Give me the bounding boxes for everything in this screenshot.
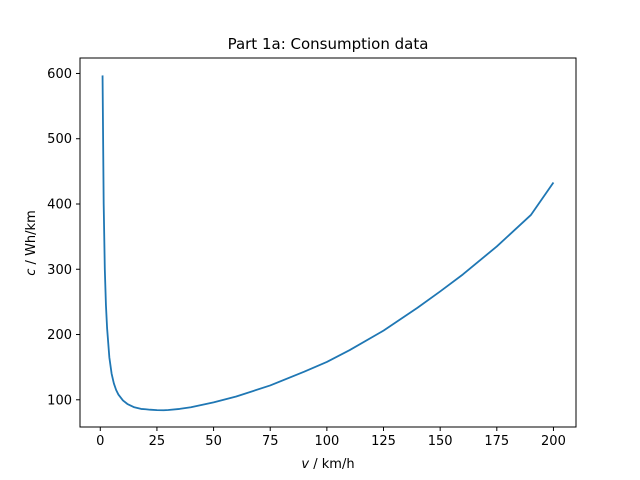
x-axis-ticks: 0 25 50 75 100 125 150 175 200 <box>96 427 566 449</box>
x-axis-variable: v <box>301 457 309 472</box>
y-axis-variable: c <box>24 269 39 276</box>
x-axis-label: v / km/h <box>301 457 354 472</box>
x-tick-label: 200 <box>541 434 566 449</box>
plot-area <box>79 57 577 428</box>
x-tick-label: 175 <box>484 434 509 449</box>
y-axis-label: c / Wh/km <box>24 210 39 275</box>
y-tick-label: 300 <box>47 263 72 278</box>
chart-title: Part 1a: Consumption data <box>228 35 429 53</box>
x-tick-label: 0 <box>96 434 104 449</box>
x-tick-label: 100 <box>314 434 339 449</box>
x-axis-unit: / km/h <box>309 457 354 472</box>
y-tick-label: 100 <box>47 393 72 408</box>
y-tick-label: 200 <box>47 328 72 343</box>
x-tick-label: 150 <box>428 434 453 449</box>
y-axis-ticks: 100 200 300 400 500 600 <box>47 67 80 408</box>
consumption-line <box>101 75 555 412</box>
x-tick-label: 125 <box>371 434 396 449</box>
series-layer <box>101 75 555 412</box>
x-tick-label: 75 <box>262 434 279 449</box>
y-tick-label: 400 <box>47 197 72 212</box>
x-tick-label: 25 <box>149 434 166 449</box>
y-tick-label: 500 <box>47 132 72 147</box>
y-tick-label: 600 <box>47 67 72 82</box>
y-axis-unit: / Wh/km <box>24 210 39 268</box>
plot-frame <box>79 57 577 428</box>
x-tick-label: 50 <box>205 434 222 449</box>
